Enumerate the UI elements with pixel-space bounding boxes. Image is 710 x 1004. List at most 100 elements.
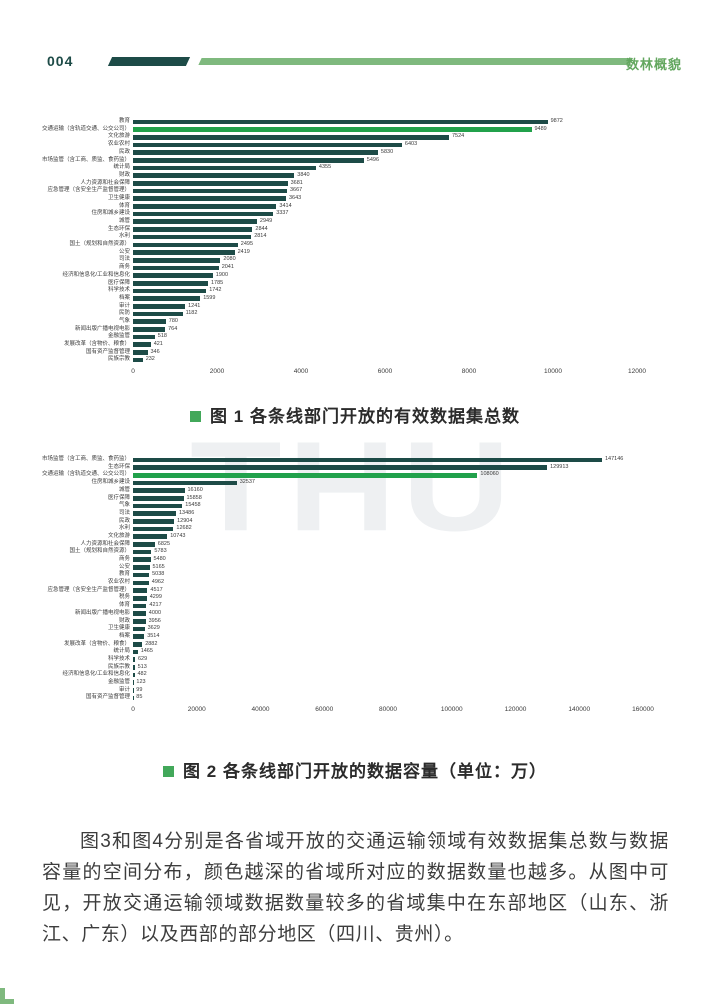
bar-category-label: 司法: [118, 256, 130, 263]
x-axis: 0 20000 40000 60000 80000 100000 120000 140000 1…: [5, 706, 705, 718]
bar-row: 民防 1182: [5, 310, 705, 318]
bar: [133, 119, 548, 125]
bar-row: 发展改革（含物价、粮食） 2882: [5, 641, 705, 649]
bar-value-label: 1742: [209, 287, 222, 294]
bar-category-label: 财政: [118, 617, 130, 624]
bar-category-label: 市场监管（含工商、质监、食药监）: [41, 156, 130, 163]
bar-value-label: 2844: [255, 225, 268, 232]
bar-category-label: 生态环保: [107, 225, 130, 232]
bar-row: 统计局 4355: [5, 164, 705, 172]
bar-rows: 教育 9872 交通运输（含轨道交通、公交公司） 9489 文化旅游 7524 农业农村 64…: [5, 118, 705, 364]
bar-value-label: 5480: [153, 556, 166, 563]
bar-value-label: 10743: [170, 532, 186, 539]
bar-value-label: 3414: [279, 202, 292, 209]
bar-value-label: 4217: [149, 602, 162, 609]
bar-value-label: 232: [145, 356, 155, 363]
bar: [133, 657, 135, 663]
bar-value-label: 9489: [534, 125, 547, 132]
x-axis-tick-label: 12000: [627, 368, 647, 375]
bar-category-label: 金融监管: [107, 679, 130, 686]
bar-category-label: 科学技术: [107, 287, 130, 294]
bar: [133, 626, 145, 632]
bar: [133, 526, 174, 532]
bar-value-label: 108060: [480, 471, 499, 478]
section-title: 数林概貌: [625, 57, 682, 72]
bar: [133, 611, 146, 616]
bar: [133, 457, 602, 463]
bar-value-label: 4000: [148, 609, 162, 616]
bar: [133, 603, 147, 609]
bar-value-label: 5496: [366, 156, 380, 163]
bar-value-label: 2080: [223, 256, 236, 263]
x-axis-tick-label: 140000: [568, 706, 591, 713]
bar: [133, 350, 148, 355]
bar-category-label: 科学技术: [107, 655, 130, 662]
page-header: 004 数林概貌: [0, 52, 710, 74]
bar-value-label: 5038: [152, 571, 165, 578]
bar: [133, 342, 151, 348]
x-axis-tick-label: 0: [131, 706, 135, 713]
bar-row: 城管 2949: [5, 218, 705, 226]
bar-category-label: 国土（规划和自然资源）: [69, 241, 130, 248]
bar-category-label: 住房和城乡建设: [91, 479, 130, 486]
bar-value-label: 346: [150, 348, 160, 355]
bar-value-label: 32537: [239, 479, 255, 486]
bar-value-label: 3514: [147, 632, 160, 639]
bar: [133, 580, 149, 586]
bar-value-label: 629: [138, 655, 148, 662]
bar-row: 农业农村 4962: [5, 579, 705, 587]
caption-bullet-icon: [163, 766, 175, 777]
bar-row: 体育 3414: [5, 203, 705, 211]
bar-category-label: 发展改革（含物价、粮食）: [63, 341, 130, 348]
x-axis-tick-label: 20000: [187, 706, 206, 713]
bar-category-label: 城管: [118, 218, 130, 225]
bar-category-label: 教育: [118, 118, 130, 125]
bar-value-label: 147146: [605, 456, 624, 463]
bar-value-label: 5830: [380, 148, 394, 155]
bar-category-label: 民族宗教: [107, 663, 130, 670]
header-dark-bar: [107, 57, 191, 66]
bar-category-label: 医疗保障: [107, 279, 130, 286]
bar-row: 交通运输（含轨道交通、公交公司） 108060: [5, 471, 705, 479]
bar-row: 国土（规划和自然资源） 5783: [5, 548, 705, 556]
bar-category-label: 文化旅游: [107, 133, 130, 140]
bar-value-label: 6825: [157, 540, 171, 547]
bar-row: 科学技术 629: [5, 656, 705, 664]
bar-value-label: 15458: [185, 502, 201, 509]
bar-value-label: 518: [157, 333, 167, 340]
bar-row: 国土（规划和自然资源） 2495: [5, 241, 705, 249]
bar-value-label: 123: [136, 679, 146, 686]
bar-row: 国有资产监督管理 346: [5, 349, 705, 357]
bar: [133, 288, 207, 294]
bar-value-label: 5165: [152, 563, 165, 570]
bar-row: 新闻出版广播电视电影 764: [5, 326, 705, 334]
bar-value-label: 4517: [150, 586, 163, 593]
chart-data-volume-by-department: 市场监管（含工商、质监、食药监） 147146 生态环保 129913 交通运输（含轨道…: [5, 456, 705, 718]
bar: [133, 304, 186, 309]
bar: [133, 188, 287, 194]
figure1-caption-text: 图 1 各条线部门开放的有效数据集总数: [210, 407, 520, 426]
bar: [133, 542, 155, 547]
bar-value-label: 2949: [259, 218, 273, 225]
bar-row: 文化旅游 10743: [5, 533, 705, 541]
bar: [133, 357, 143, 363]
bar-row: 财政 3956: [5, 617, 705, 625]
bar-category-label: 农业农村: [107, 141, 130, 148]
bar: [133, 196, 286, 202]
bar-value-label: 129913: [550, 463, 569, 470]
bar-category-label: 文化旅游: [107, 532, 130, 539]
figure1-caption: 图 1 各条线部门开放的有效数据集总数: [0, 402, 710, 427]
bar-row: 科学技术 1742: [5, 287, 705, 295]
bar-category-label: 发展改革（含物价、粮食）: [63, 640, 130, 647]
bar-category-label: 交通运输（含轨道交通、公交公司）: [41, 125, 130, 132]
bar-row: 教育 5038: [5, 571, 705, 579]
bar-category-label: 市场监管（含工商、质监、食药监）: [41, 456, 130, 463]
bar-category-label: 档案: [118, 632, 130, 639]
bar-category-label: 农业农村: [107, 579, 130, 586]
bar-row: 档案 3514: [5, 633, 705, 641]
bar-category-label: 卫生健康: [107, 194, 130, 201]
bar: [133, 665, 135, 670]
bar-value-label: 6403: [404, 141, 418, 148]
bar-category-label: 商务: [118, 264, 130, 271]
bar: [133, 549, 152, 555]
